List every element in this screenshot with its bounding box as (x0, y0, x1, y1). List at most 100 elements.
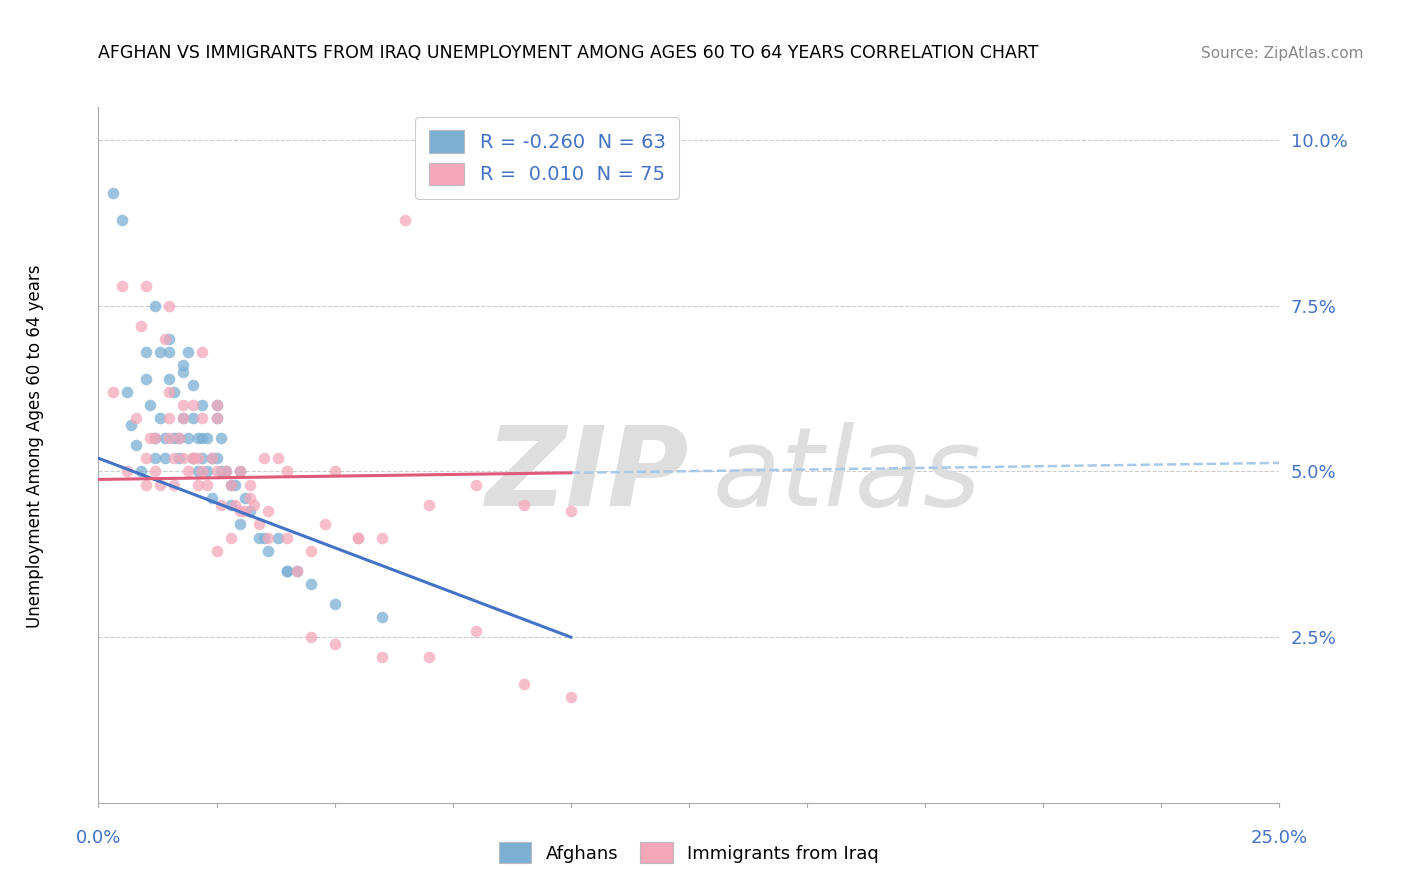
Point (323, 465, 346, 479)
Point (219, 531, 242, 545)
Point (323, 597, 346, 611)
Point (181, 451, 204, 466)
Point (101, 186, 124, 201)
Text: ZIP: ZIP (485, 422, 689, 529)
Point (172, 411, 194, 425)
Point (157, 411, 180, 425)
Point (195, 477, 218, 491)
Point (172, 451, 194, 466)
Text: 0.0%: 0.0% (76, 829, 121, 847)
Point (247, 531, 270, 545)
Point (172, 365, 194, 379)
Point (205, 465, 228, 479)
Point (229, 504, 252, 518)
Point (149, 345, 172, 359)
Point (149, 477, 172, 491)
Point (219, 477, 242, 491)
Point (167, 451, 190, 466)
Point (191, 345, 214, 359)
Point (135, 451, 157, 466)
Point (219, 498, 242, 512)
Text: Source: ZipAtlas.com: Source: ZipAtlas.com (1201, 46, 1364, 61)
Point (267, 531, 290, 545)
Point (257, 531, 280, 545)
Point (418, 498, 440, 512)
Point (153, 332, 176, 346)
Point (143, 431, 166, 445)
Point (187, 451, 209, 466)
Point (149, 411, 172, 425)
Point (187, 465, 209, 479)
Point (172, 359, 194, 373)
Point (219, 477, 242, 491)
Point (143, 465, 166, 479)
Point (253, 531, 276, 545)
Point (560, 690, 582, 704)
Point (163, 384, 186, 399)
Point (267, 451, 290, 466)
Point (195, 465, 218, 479)
Point (239, 504, 262, 518)
Point (205, 451, 228, 466)
Point (181, 451, 204, 466)
Point (229, 517, 252, 532)
Point (229, 465, 252, 479)
Point (143, 451, 166, 466)
Point (243, 498, 266, 512)
Point (139, 431, 162, 445)
Point (125, 411, 148, 425)
Text: 25.0%: 25.0% (1251, 829, 1308, 847)
Point (177, 465, 200, 479)
Point (191, 411, 214, 425)
Point (191, 398, 214, 412)
Text: AFGHAN VS IMMIGRANTS FROM IRAQ UNEMPLOYMENT AMONG AGES 60 TO 64 YEARS CORRELATIO: AFGHAN VS IMMIGRANTS FROM IRAQ UNEMPLOYM… (98, 44, 1039, 62)
Point (276, 531, 298, 545)
Point (181, 398, 204, 412)
Point (177, 431, 200, 445)
Point (299, 577, 322, 591)
Point (135, 372, 157, 386)
Point (512, 676, 534, 690)
Point (143, 299, 166, 313)
Point (172, 411, 194, 425)
Point (125, 438, 148, 452)
Point (253, 451, 276, 466)
Point (201, 451, 224, 466)
Point (215, 465, 238, 479)
Point (191, 431, 214, 445)
Point (163, 477, 186, 491)
Point (195, 431, 218, 445)
Point (465, 624, 488, 638)
Point (191, 451, 214, 466)
Point (347, 531, 370, 545)
Point (157, 372, 180, 386)
Point (257, 544, 280, 558)
Text: atlas: atlas (713, 422, 981, 529)
Point (143, 431, 166, 445)
Point (465, 477, 488, 491)
Point (201, 491, 224, 505)
Point (285, 564, 308, 578)
Point (209, 431, 232, 445)
Point (215, 465, 238, 479)
Point (224, 498, 246, 512)
Point (172, 398, 194, 412)
Point (111, 212, 134, 227)
Point (233, 504, 256, 518)
Legend: R = -0.260  N = 63, R =  0.010  N = 75: R = -0.260 N = 63, R = 0.010 N = 75 (415, 117, 679, 199)
Point (209, 498, 232, 512)
Point (276, 564, 298, 578)
Point (115, 384, 138, 399)
Point (276, 465, 298, 479)
Point (163, 431, 186, 445)
Point (167, 431, 190, 445)
Point (111, 279, 134, 293)
Point (299, 630, 322, 644)
Point (229, 465, 252, 479)
Point (157, 299, 180, 313)
Point (224, 477, 246, 491)
Point (157, 345, 180, 359)
Point (205, 411, 228, 425)
Point (163, 451, 186, 466)
Point (257, 504, 280, 518)
